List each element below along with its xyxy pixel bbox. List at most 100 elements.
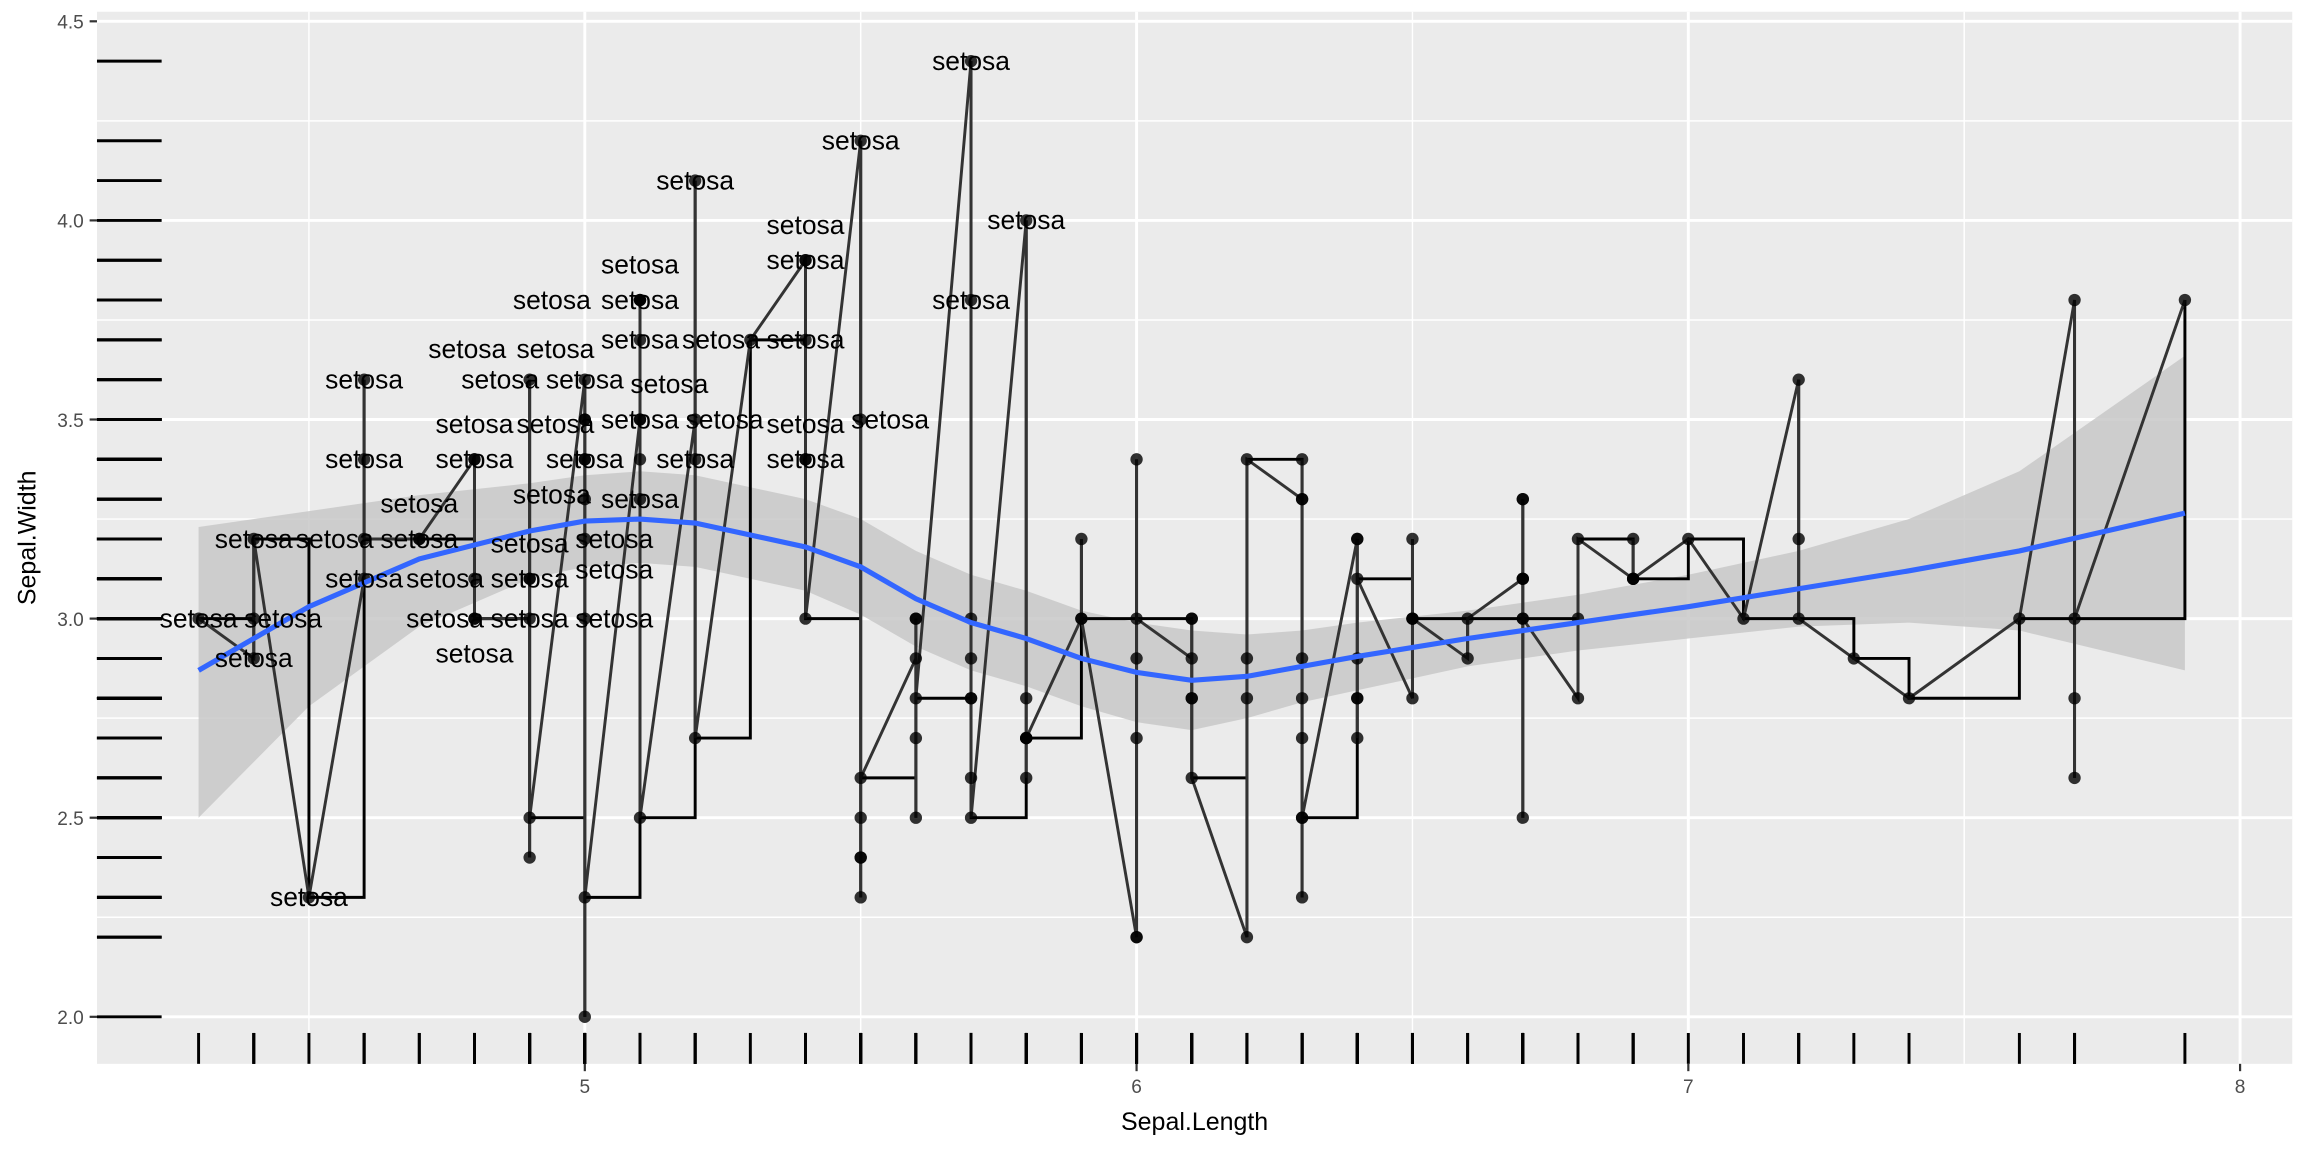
y-tick-label: 2.5: [57, 809, 84, 830]
point-label: setosa: [601, 250, 679, 280]
data-point: [633, 293, 647, 307]
point-label: setosa: [406, 564, 484, 594]
data-point: [2068, 771, 2081, 785]
data-point: [1295, 891, 1309, 904]
data-point: [964, 54, 978, 68]
point-label: setosa: [601, 484, 679, 514]
point-label: setosa: [767, 325, 845, 355]
point-label: setosa: [822, 126, 900, 156]
data-point: [854, 134, 867, 147]
point-label: setosa: [767, 245, 845, 275]
point-label: setosa: [767, 210, 845, 240]
data-point: [523, 373, 536, 386]
data-point: [1406, 612, 1419, 625]
point-label: setosa: [296, 524, 374, 554]
point-label: setosa: [932, 285, 1010, 315]
data-point: [2068, 293, 2081, 307]
point-labels: setosasetosasetosasetosasetosasetosaseto…: [160, 46, 1066, 912]
point-label: setosa: [987, 205, 1065, 235]
data-point: [854, 771, 867, 785]
data-point: [1571, 692, 1585, 705]
smooth-line: [197, 510, 2186, 683]
point-label: setosa: [244, 603, 322, 633]
y-tick-label: 4.0: [57, 212, 84, 233]
point-label: setosa: [406, 603, 484, 633]
point-label: setosa: [851, 404, 929, 434]
point-label: setosa: [656, 165, 734, 195]
y-tick-label: 3.5: [57, 411, 84, 432]
data-point: [1351, 731, 1364, 745]
data-point: [1240, 652, 1254, 665]
point-label: setosa: [491, 528, 569, 558]
x-tick-label: 7: [1683, 1077, 1694, 1098]
data-point: [1240, 453, 1254, 466]
data-point: [633, 811, 647, 824]
point-label: setosa: [546, 365, 624, 395]
point-label: setosa: [656, 444, 734, 474]
y-axis-title: Sepal.Width: [13, 470, 41, 605]
data-point: [909, 692, 923, 705]
data-point: [578, 891, 591, 904]
point-label: setosa: [767, 409, 845, 439]
data-point: [854, 413, 867, 426]
point-label: setosa: [932, 46, 1010, 76]
data-point: [357, 373, 371, 386]
data-point: [1626, 532, 1640, 546]
data-point: [854, 811, 867, 824]
data-point: [909, 652, 923, 665]
data-point: [1020, 731, 1033, 745]
data-point: [192, 612, 205, 625]
data-point: [1351, 692, 1364, 705]
data-point: [1130, 453, 1143, 466]
data-point: [1295, 692, 1309, 705]
point-label: setosa: [601, 285, 679, 315]
data-point: [744, 333, 757, 347]
data-point: [964, 652, 978, 665]
data-point: [854, 851, 867, 864]
data-point: [1406, 692, 1419, 705]
data-point: [799, 333, 812, 347]
data-point: [1295, 652, 1309, 665]
point-label: setosa: [513, 479, 591, 509]
data-point: [1516, 811, 1529, 824]
point-label: setosa: [682, 325, 760, 355]
data-point: [1847, 652, 1861, 665]
data-point: [1571, 532, 1585, 546]
data-point: [1295, 811, 1309, 824]
data-point: [1020, 214, 1033, 227]
points: [192, 54, 2192, 1023]
data-point: [1185, 771, 1198, 785]
x-axis-title: Sepal.Length: [1121, 1108, 1268, 1136]
data-point: [578, 492, 591, 506]
data-point: [1351, 532, 1364, 546]
data-point: [799, 254, 812, 267]
data-point: [357, 453, 371, 466]
data-point: [1130, 731, 1143, 745]
data-point: [964, 771, 978, 785]
data-point: [578, 1010, 591, 1023]
point-label: setosa: [325, 564, 403, 594]
data-point: [1626, 572, 1640, 585]
data-point: [247, 612, 260, 625]
data-point: [1130, 652, 1143, 665]
point-label: setosa: [601, 404, 679, 434]
data-point: [1075, 532, 1088, 546]
point-label: setosa: [575, 524, 653, 554]
data-point: [909, 811, 923, 824]
data-point: [1516, 612, 1529, 625]
point-label: setosa: [325, 365, 403, 395]
data-point: [1682, 532, 1695, 546]
y-tick-label: 2.0: [57, 1008, 84, 1029]
point-label: setosa: [575, 603, 653, 633]
data-point: [247, 532, 260, 546]
point-label: setosa: [436, 639, 514, 669]
data-point: [578, 453, 591, 466]
data-point: [578, 413, 591, 426]
data-point: [523, 811, 536, 824]
data-point: [1295, 453, 1309, 466]
data-point: [1461, 652, 1474, 665]
data-point: [1792, 373, 1805, 386]
rug-marks: [96, 59, 2187, 1064]
point-label: setosa: [461, 365, 539, 395]
data-point: [1902, 692, 1916, 705]
